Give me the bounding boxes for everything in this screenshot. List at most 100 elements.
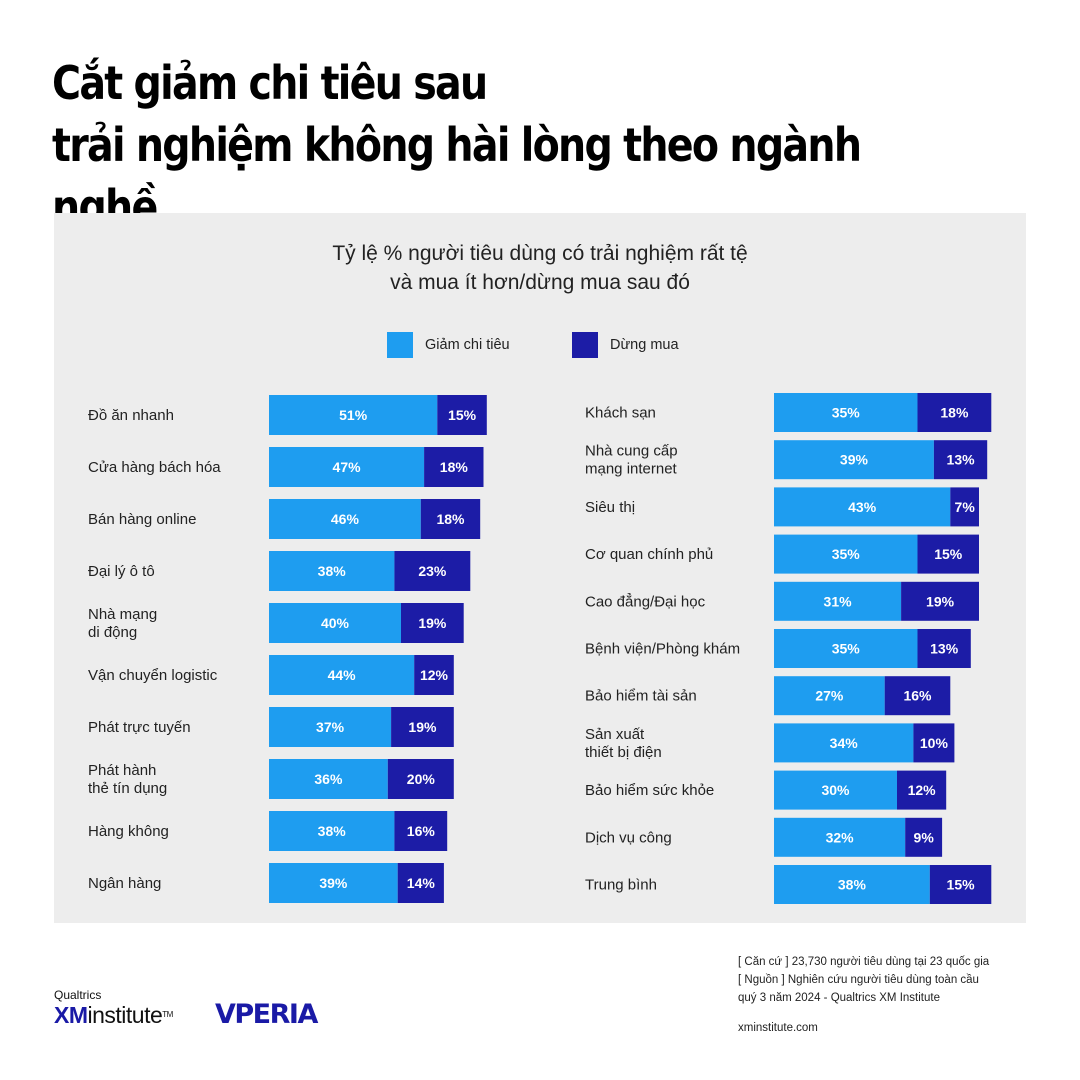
bar-value-label-reduce: 31% <box>824 593 853 609</box>
bar-reduce <box>774 770 897 810</box>
bar-reduce <box>774 629 918 668</box>
bar-value-label-stop: 18% <box>440 459 469 475</box>
bar-value-label-stop: 13% <box>930 641 959 657</box>
bar-stop <box>913 723 955 763</box>
category-label: Vận chuyển logistic <box>88 667 218 684</box>
category-label: Ngân hàng <box>88 875 161 892</box>
bar-value-label-stop: 12% <box>908 782 937 798</box>
bar-reduce <box>774 865 930 904</box>
bar-reduce <box>774 487 951 527</box>
bar-value-label-reduce: 37% <box>316 719 345 735</box>
bar-reduce <box>774 817 906 857</box>
bar-value-label-stop: 15% <box>947 877 976 893</box>
bar-value-label-reduce: 32% <box>826 829 855 845</box>
chart-subtitle: Tỷ lệ % người tiêu dùng có trải nghiệm r… <box>54 239 1026 297</box>
bar-value-label-reduce: 35% <box>832 405 861 421</box>
bar-value-label-reduce: 38% <box>318 563 347 579</box>
bar-stop <box>933 440 988 480</box>
bar-value-label-stop: 23% <box>418 563 447 579</box>
bar-stop <box>394 811 448 851</box>
chart-subtitle-line-2: và mua ít hơn/dừng mua sau đó <box>390 271 690 294</box>
chart-panel: Tỷ lệ % người tiêu dùng có trải nghiệm r… <box>54 213 1026 923</box>
footnote-url: xminstitute.com <box>738 1022 818 1034</box>
bar-value-label-stop: 15% <box>448 407 477 423</box>
legend-swatch-stop <box>572 332 598 358</box>
bar-value-label-reduce: 30% <box>821 782 850 798</box>
bar-value-label-stop: 10% <box>920 735 949 751</box>
bar-reduce <box>269 499 421 539</box>
category-label: Dịch vụ công <box>585 829 672 846</box>
bar-stop <box>391 707 454 747</box>
bar-value-label-reduce: 34% <box>830 735 859 751</box>
bar-stop <box>901 581 979 621</box>
bar-value-label-stop: 19% <box>408 719 437 735</box>
category-label: Cửa hàng bách hóa <box>88 459 221 476</box>
xm-institute-logo: Qualtrics XMinstituteTM <box>54 988 173 1028</box>
bar-stop <box>917 534 979 574</box>
bar-stop <box>397 863 444 903</box>
legend-item-stop: Dừng mua <box>572 331 679 359</box>
footnote-source-1: [ Nguồn ] Nghiên cứu người tiêu dùng toà… <box>738 974 979 986</box>
category-label: Đồ ăn nhanh <box>88 407 174 424</box>
category-label-line: mạng internet <box>585 461 678 478</box>
legend-label-stop: Dừng mua <box>610 337 679 353</box>
bar-stop <box>917 629 971 668</box>
bar-reduce <box>774 534 918 574</box>
bar-stop <box>437 395 487 435</box>
category-label: Bệnh viện/Phòng khám <box>585 641 740 658</box>
bar-stop <box>394 551 471 591</box>
category-label: Phát hành thẻ tín dụng <box>88 762 167 797</box>
bar-reduce <box>269 551 395 591</box>
bar-value-label-stop: 18% <box>940 405 969 421</box>
bar-value-label-stop: 12% <box>420 667 449 683</box>
category-label-line: Phát hành <box>88 762 156 779</box>
bar-reduce <box>269 707 392 747</box>
title-line-2: trải nghiệm không hài lòng theo ngành ng… <box>52 118 862 234</box>
footnote-source-2: quý 3 năm 2024 - Qualtrics XM Institute <box>738 992 940 1004</box>
bar-value-label-reduce: 35% <box>832 641 861 657</box>
bar-value-label-reduce: 38% <box>318 823 347 839</box>
category-label: Trung bình <box>585 877 657 894</box>
category-label: Khách sạn <box>585 405 656 422</box>
bar-value-label-stop: 16% <box>407 823 436 839</box>
category-label: Cơ quan chính phủ <box>585 546 713 563</box>
page-title: Cắt giảm chi tiêu sau trải nghiệm không … <box>52 52 895 238</box>
bar-value-label-stop: 19% <box>418 615 447 631</box>
bar-reduce <box>774 393 918 432</box>
bar-value-label-stop: 18% <box>436 511 465 527</box>
bar-value-label-stop: 19% <box>926 593 955 609</box>
category-label-line: Sản xuất <box>585 726 645 743</box>
trademark-mark: TM <box>162 1010 173 1019</box>
category-label: Đại lý ô tô <box>88 563 155 580</box>
category-label-line: thẻ tín dụng <box>88 780 167 797</box>
legend-label-reduce: Giảm chi tiêu <box>425 337 510 353</box>
category-label: Bán hàng online <box>88 511 196 528</box>
bar-stop <box>917 393 992 432</box>
bar-value-label-reduce: 35% <box>832 546 861 562</box>
xm-wordmark: XM <box>54 1002 88 1028</box>
bar-stop <box>897 770 947 810</box>
category-label-line: Nhà cung cấp <box>585 443 678 460</box>
bar-value-label-stop: 9% <box>914 829 935 845</box>
xm-institute-wordmark: XMinstituteTM <box>54 1002 173 1028</box>
category-label-line: di động <box>88 624 137 641</box>
bar-value-label-reduce: 46% <box>331 511 360 527</box>
bar-value-label-reduce: 51% <box>339 407 368 423</box>
bar-reduce <box>269 395 438 435</box>
bar-reduce <box>269 447 425 487</box>
bar-value-label-stop: 20% <box>407 771 436 787</box>
bar-reduce <box>269 759 388 799</box>
bar-stop <box>387 759 454 799</box>
bar-stop <box>424 447 484 487</box>
bar-reduce <box>269 655 415 695</box>
vperia-logo: VPERIA <box>215 999 318 1030</box>
bar-value-label-reduce: 38% <box>838 877 867 893</box>
category-label: Nhà mạng di động <box>88 606 157 641</box>
bar-stop <box>929 865 992 904</box>
bar-reduce <box>774 676 885 716</box>
bar-reduce <box>269 863 398 903</box>
bar-stop <box>950 487 979 527</box>
category-label: Siêu thị <box>585 499 635 516</box>
category-label: Bảo hiểm sức khỏe <box>585 782 714 799</box>
bar-value-label-reduce: 36% <box>314 771 343 787</box>
